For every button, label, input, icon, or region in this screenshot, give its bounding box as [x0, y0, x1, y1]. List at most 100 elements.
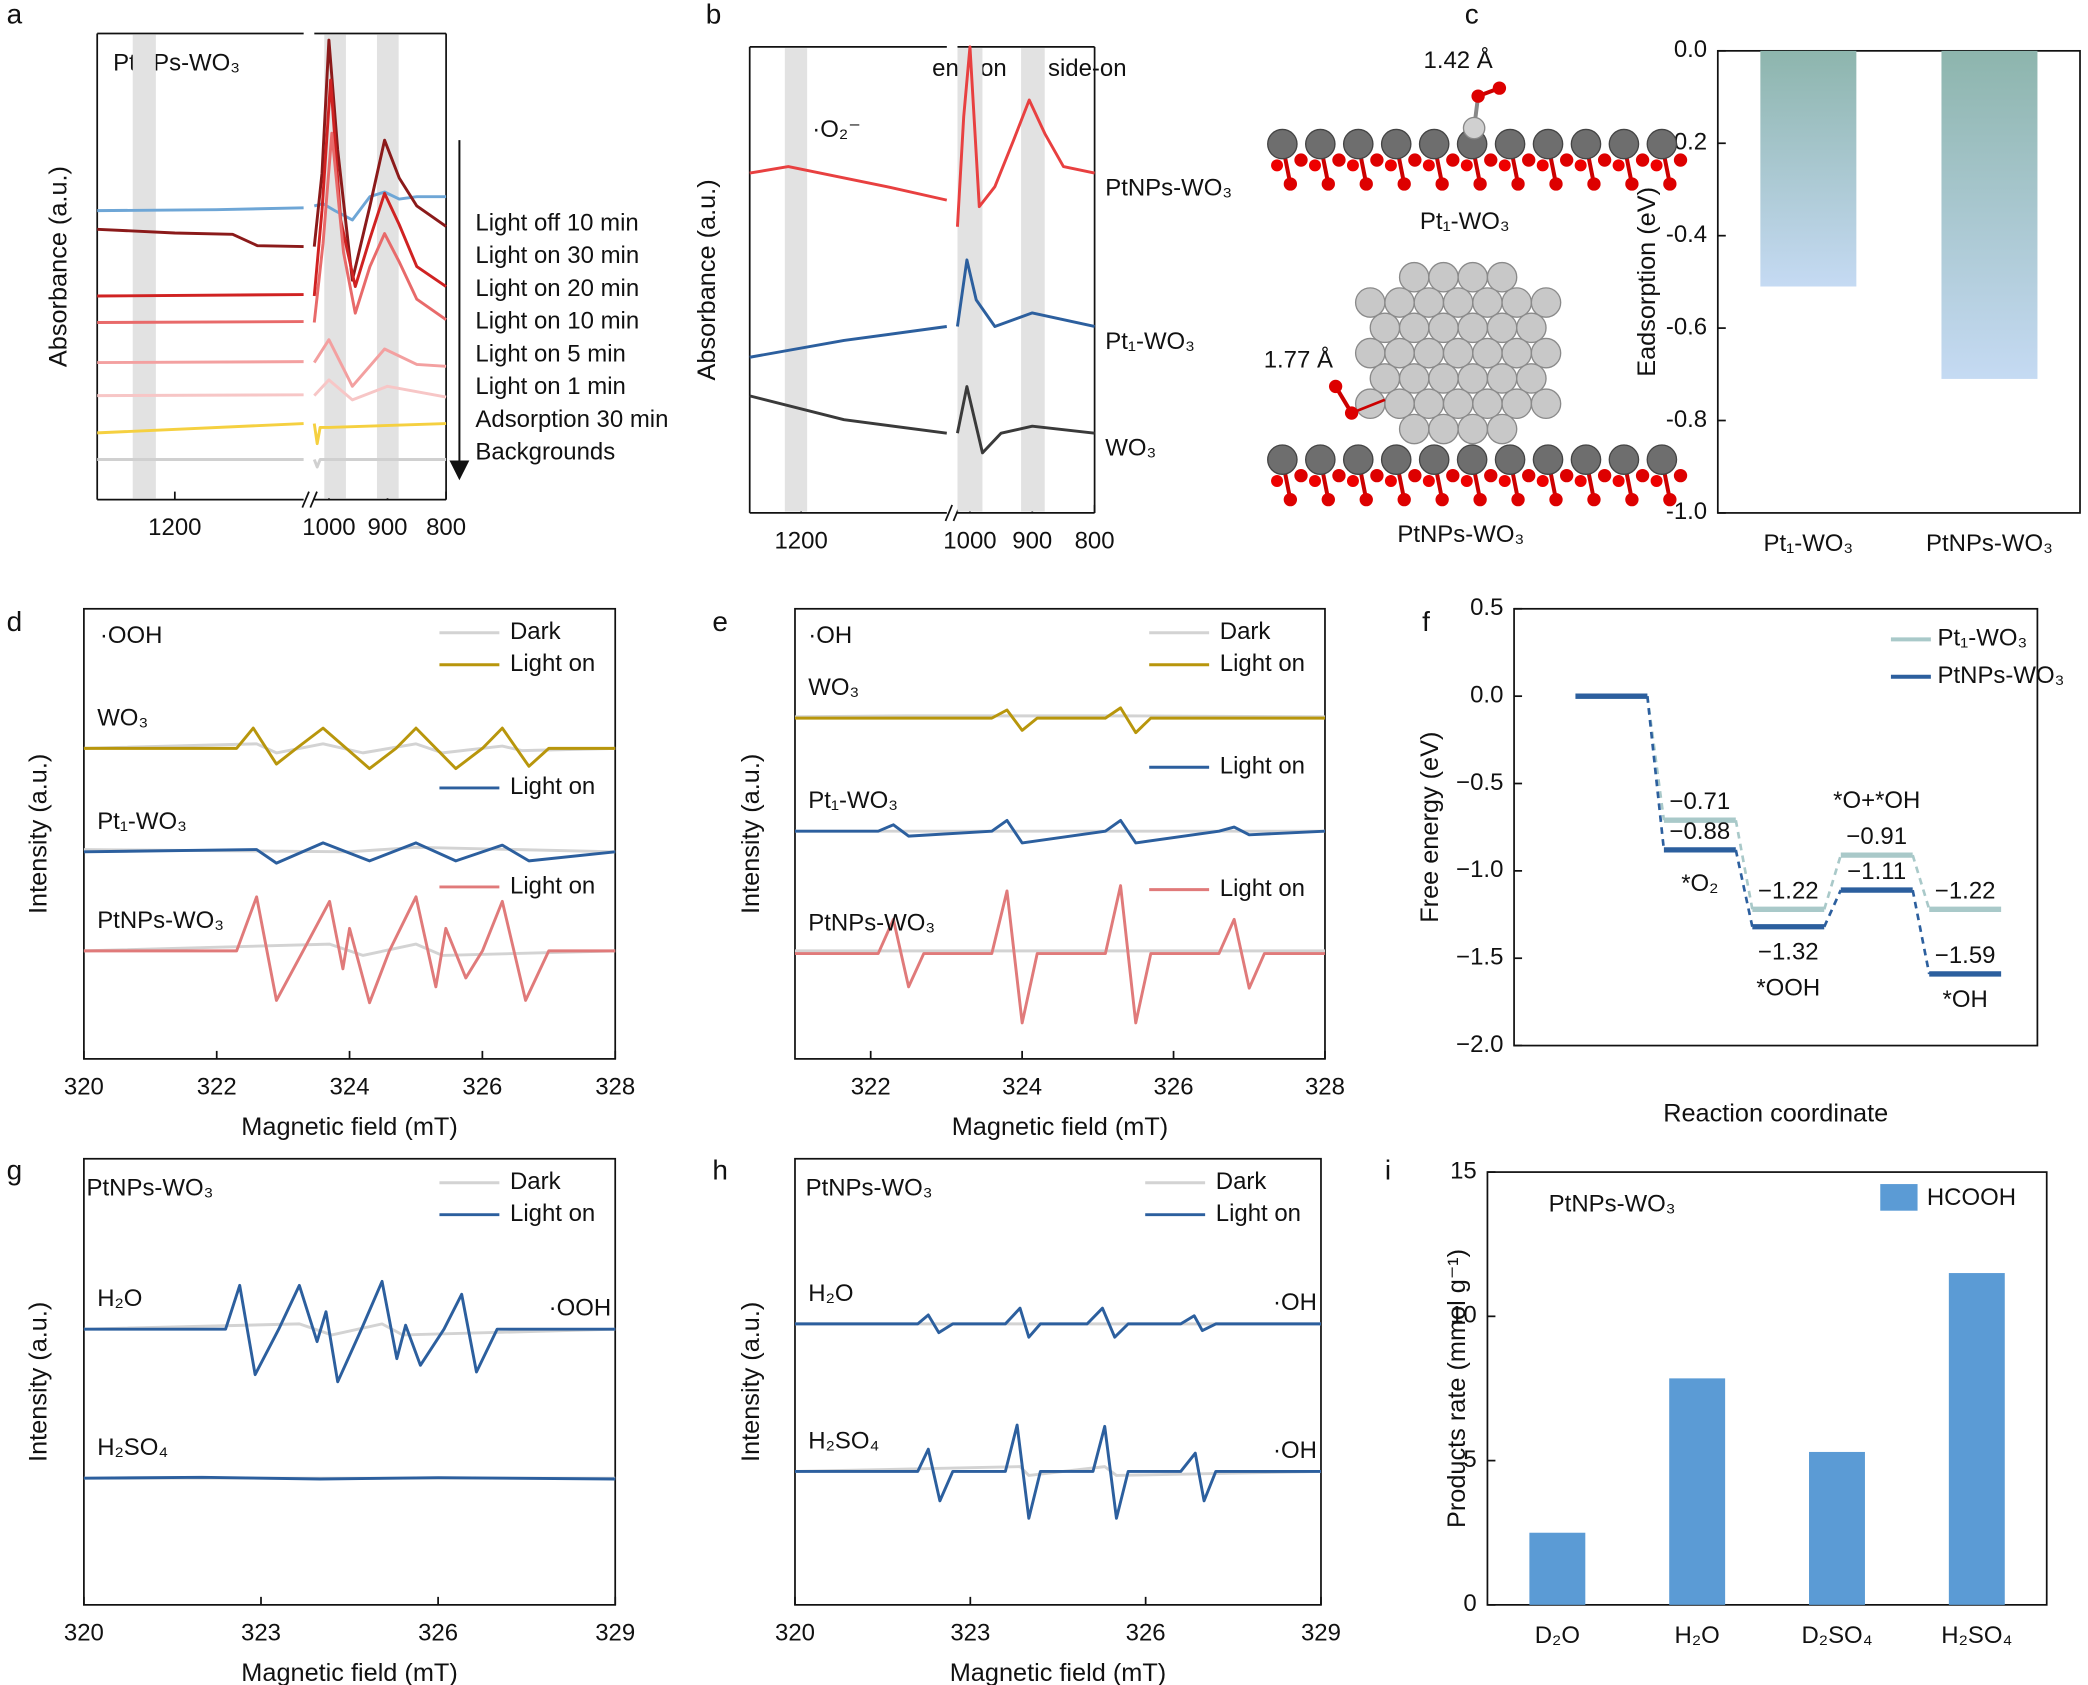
x-axis-label: Magnetic field (mT) [952, 1113, 1168, 1141]
spectrum-line [749, 385, 1095, 455]
y-axis-label: Free energy (eV) [1416, 732, 1444, 923]
oxygen-atom [1635, 153, 1650, 167]
trace-note: ·OH [1273, 1437, 1317, 1464]
value-label: −0.88 [1670, 818, 1731, 845]
oxygen-atom [1370, 468, 1384, 483]
panel-letter: e [712, 606, 728, 637]
legend-label: Light on 10 min [475, 308, 639, 335]
oxygen-atom [1612, 474, 1625, 487]
platinum-atom [1530, 337, 1562, 369]
trace-label: H₂O [97, 1285, 142, 1312]
tungsten-atom [1456, 444, 1488, 475]
oxygen-atom [1397, 492, 1411, 507]
structures: 1.42 Å Pt₁-WO₃ 1.77 Å PtNPs-WO₃ [1264, 46, 1688, 548]
oxygen-atom [1422, 159, 1435, 172]
connector [1646, 696, 1666, 851]
trace-label: PtNPs-WO₃ [808, 910, 935, 937]
trace-label: Pt₁-WO₃ [808, 787, 898, 814]
x-axis-label: Magnetic field (mT) [950, 1659, 1166, 1685]
y-tick-label: −2.0 [1456, 1031, 1503, 1058]
x-tick-label: 800 [1075, 528, 1115, 555]
oxygen-atom [1344, 406, 1359, 420]
spectrum-line [794, 1306, 1321, 1339]
x-tick-label: 328 [595, 1074, 635, 1101]
tungsten-atom [1570, 444, 1602, 475]
x-tick-label: 328 [1305, 1074, 1345, 1101]
oxygen-atom [1650, 474, 1663, 487]
x-tick-label: 326 [418, 1619, 458, 1646]
tungsten-atom [1418, 444, 1450, 475]
spectrum-line [97, 338, 447, 388]
panel-letter: i [1385, 1154, 1391, 1185]
oxygen-atom [1346, 159, 1359, 172]
panel-letter: c [1465, 0, 1479, 30]
oxygen-atom [1321, 177, 1335, 191]
oxygen-atom [1294, 153, 1308, 167]
platinum-atom [1457, 413, 1489, 445]
oxygen-atom [1560, 468, 1574, 483]
legend-label: Light on 30 min [475, 242, 639, 269]
oxygen-atom [1673, 468, 1688, 483]
legend-label: Dark [510, 618, 562, 645]
oxygen-atom [1308, 159, 1321, 172]
oxygen-atom [1536, 159, 1549, 172]
connector [1911, 889, 1931, 975]
platinum-atom [1457, 363, 1489, 394]
platinum-atom [1384, 388, 1415, 420]
oxygen-atom [1384, 474, 1397, 487]
oxygen-atom [1283, 492, 1298, 507]
oxygen-atom [1346, 474, 1359, 487]
x-tick-label: 320 [775, 1619, 815, 1646]
tungsten-atom [1418, 128, 1450, 160]
connector [1822, 854, 1843, 910]
legend-label: Light on [510, 1200, 595, 1227]
x-axis-label: Reaction coordinate [1663, 1100, 1888, 1128]
spectrum-line [83, 726, 616, 771]
platinum-atom [1413, 287, 1445, 318]
tungsten-atom [1608, 128, 1640, 160]
x-tick-label: 1000 [302, 514, 355, 541]
platinum-atom [1428, 363, 1459, 394]
spectrum-line [83, 841, 616, 865]
x-tick-label: 323 [950, 1619, 990, 1646]
connector [1734, 819, 1754, 910]
highlight-band [784, 48, 808, 512]
bond-length: 1.42 Å [1424, 46, 1493, 74]
x-tick-label: 326 [1126, 1619, 1166, 1646]
oxygen-atom [1587, 177, 1601, 191]
platinum-atom [1530, 287, 1562, 318]
value-label: −1.22 [1758, 877, 1819, 904]
x-tick-label: 322 [197, 1074, 237, 1101]
legend-label: Dark [1216, 1168, 1268, 1195]
bar [1948, 1273, 2005, 1605]
platinum-atom [1369, 312, 1401, 344]
legend-label: Light on [1220, 875, 1305, 902]
platinum-atom [1472, 337, 1503, 369]
platinum-atom [1501, 337, 1533, 369]
value-label: −0.91 [1846, 823, 1907, 850]
platinum-atom [1516, 312, 1547, 344]
step-label: *O₂ [1681, 870, 1718, 897]
oxygen-atom [1435, 492, 1449, 507]
y-tick-label: 0.0 [1674, 36, 1707, 63]
trace-label: H₂O [808, 1280, 853, 1307]
oxygen-atom [1587, 492, 1601, 507]
oxygen-atom [1625, 177, 1639, 191]
x-tick-label: PtNPs-WO₃ [1926, 530, 2053, 557]
oxygen-atom [1574, 159, 1587, 172]
annotation: PtNPs-WO₃ [87, 1175, 214, 1202]
tungsten-atom [1532, 444, 1564, 475]
x-tick-label: 329 [595, 1619, 635, 1646]
oxygen-atom [1625, 492, 1639, 507]
spectrum-line [97, 422, 447, 446]
annotation: PtNPs-WO₃ [806, 1175, 933, 1202]
axis-break [301, 491, 310, 508]
oxygen-atom [1663, 492, 1677, 507]
tungsten-atom [1494, 444, 1526, 475]
legend-label: Adsorption 30 min [475, 406, 668, 433]
x-tick-label: 320 [64, 1074, 104, 1101]
tungsten-atom [1646, 128, 1678, 160]
y-tick-label: -0.6 [1666, 313, 1707, 340]
legend-label: Light on 5 min [475, 340, 625, 367]
